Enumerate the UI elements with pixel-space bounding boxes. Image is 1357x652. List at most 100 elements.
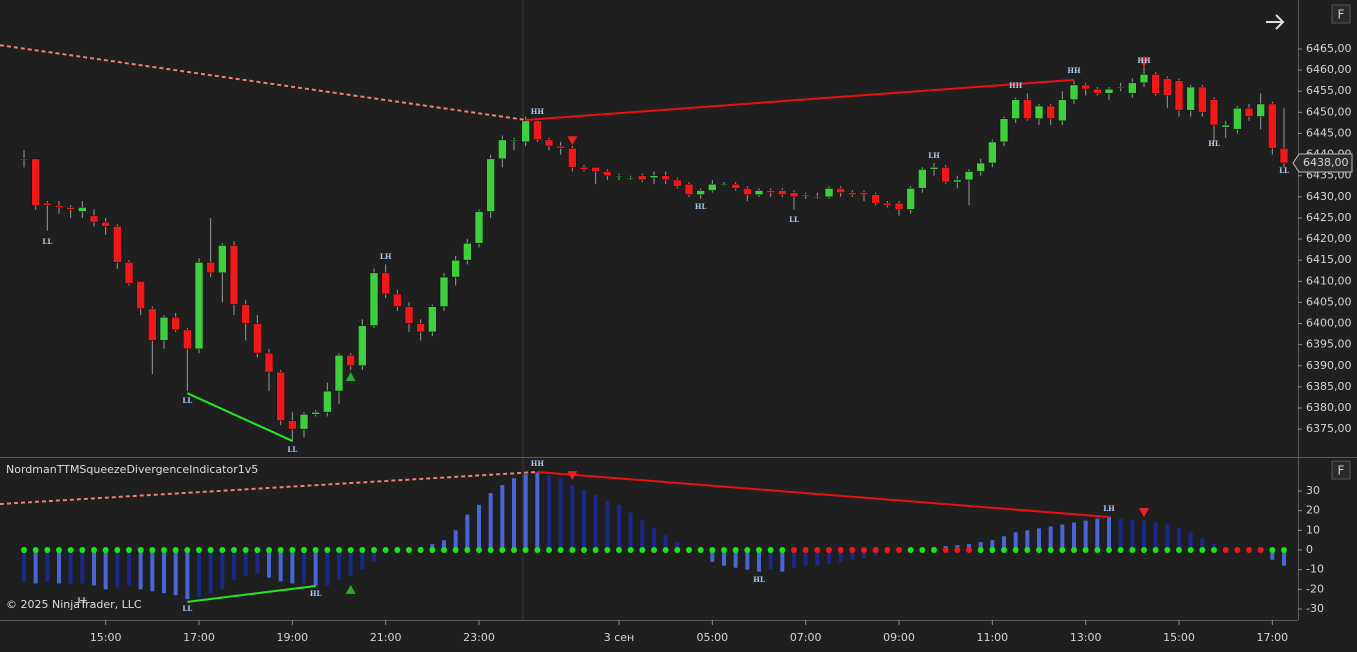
swing-label: LL	[182, 396, 192, 405]
signal-arrow	[345, 372, 356, 382]
button-frame[interactable]	[1331, 460, 1351, 480]
indicator-panel: HH LL LL HL HL LH	[0, 459, 1287, 613]
candle-body	[369, 272, 379, 326]
candle-body	[299, 414, 309, 430]
squeeze-dot	[1012, 547, 1019, 554]
candle-body	[626, 177, 635, 180]
momentum-bar	[1013, 532, 1018, 551]
button-label[interactable]: F	[1338, 8, 1345, 22]
squeeze-dot	[370, 547, 377, 554]
squeeze-dot	[919, 547, 926, 554]
momentum-bar	[255, 550, 260, 574]
candle-body	[148, 308, 157, 341]
momentum-bar	[1060, 524, 1065, 551]
candle-body	[754, 190, 764, 196]
swing-label: HH	[1009, 81, 1023, 90]
candle-body	[964, 171, 974, 181]
squeeze-dot	[149, 547, 156, 554]
swing-label: LH	[1103, 504, 1115, 513]
candle-body	[894, 202, 904, 210]
button-frame[interactable]	[1331, 4, 1351, 24]
x-tick-label: 17:00	[1256, 631, 1288, 644]
squeeze-dot	[440, 547, 447, 554]
momentum-bar	[815, 550, 820, 566]
squeeze-dot	[277, 547, 284, 554]
squeeze-dot	[709, 547, 716, 554]
momentum-bar	[68, 550, 73, 584]
momentum-bar	[220, 550, 225, 590]
candle-body	[66, 207, 75, 210]
squeeze-dot	[767, 547, 774, 554]
squeeze-dot	[627, 547, 634, 554]
candle-body	[1256, 103, 1265, 117]
candle-body	[1233, 107, 1242, 130]
momentum-bar	[161, 550, 166, 594]
y-tick-label: 6375,00	[1306, 422, 1352, 435]
candle-body	[953, 179, 962, 183]
momentum-bar	[978, 542, 983, 551]
momentum-bar	[605, 500, 610, 551]
candle-body	[1034, 105, 1044, 119]
momentum-bar	[850, 550, 855, 560]
momentum-bar	[1130, 519, 1135, 551]
squeeze-dot	[1035, 547, 1042, 554]
candle-body	[1221, 124, 1230, 128]
squeeze-dot	[860, 547, 867, 554]
momentum-bar	[756, 550, 761, 572]
momentum-bar	[313, 550, 318, 586]
y-tick-label: 6420,00	[1306, 232, 1352, 245]
momentum-bar	[721, 550, 726, 566]
squeeze-dot	[312, 547, 319, 554]
squeeze-dot	[195, 547, 202, 554]
x-tick-label: 21:00	[370, 631, 402, 644]
candle-body	[766, 190, 775, 193]
momentum-bar	[780, 550, 785, 572]
momentum-bar	[441, 540, 446, 551]
momentum-bar	[1282, 550, 1286, 566]
momentum-bar	[546, 475, 551, 551]
x-tick-label: 13:00	[1070, 631, 1102, 644]
candle-body	[404, 306, 414, 324]
candle-body	[533, 120, 542, 141]
x-tick-label: 23:00	[463, 631, 495, 644]
x-tick-label: 15:00	[90, 631, 122, 644]
y-tick-label: 6455,00	[1306, 84, 1352, 97]
last-price-label: 6438,00	[1303, 156, 1349, 169]
momentum-bar	[826, 550, 831, 564]
candle-body	[1279, 147, 1289, 164]
squeeze-dot	[569, 547, 576, 554]
candle-body	[416, 323, 425, 333]
momentum-bar	[838, 550, 843, 562]
candle-body	[638, 175, 647, 181]
squeeze-dot	[172, 547, 179, 554]
panel-button[interactable]: F	[1331, 460, 1351, 480]
y-tick-label: 6385,00	[1306, 380, 1352, 393]
candle-body	[509, 139, 519, 142]
momentum-bar	[465, 514, 470, 551]
candle-body	[1186, 86, 1195, 111]
squeeze-dot	[895, 547, 902, 554]
swing-label: LL	[1279, 166, 1289, 175]
squeeze-dot	[639, 547, 646, 554]
candle-body	[848, 192, 857, 196]
squeeze-dot	[242, 547, 249, 554]
squeeze-dot	[930, 547, 937, 554]
momentum-bar	[570, 485, 575, 551]
momentum-bar	[173, 550, 178, 596]
candle-body	[673, 179, 682, 187]
momentum-bar	[663, 535, 668, 551]
squeeze-dot	[977, 547, 984, 554]
squeeze-dot	[79, 547, 86, 554]
candle-body	[871, 194, 880, 204]
panel-button[interactable]: F	[1331, 4, 1351, 24]
squeeze-dot	[207, 547, 214, 554]
squeeze-dot	[475, 547, 482, 554]
y-tick-label: 6445,00	[1306, 126, 1352, 139]
button-label[interactable]: F	[1338, 464, 1345, 478]
squeeze-dot	[335, 547, 342, 554]
squeeze-dot	[487, 547, 494, 554]
momentum-bar	[1153, 522, 1158, 551]
y-tick-label: -30	[1306, 602, 1324, 615]
scroll-arrow-icon[interactable]	[1266, 14, 1285, 30]
squeeze-dot	[1094, 547, 1101, 554]
